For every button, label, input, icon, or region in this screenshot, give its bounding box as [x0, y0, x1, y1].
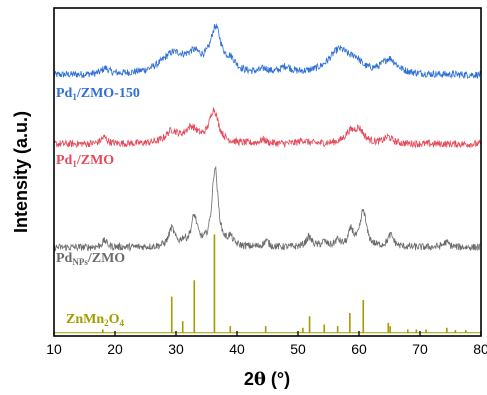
series-label: Pd1/ZMO [56, 153, 114, 169]
y-axis-title: Intensity (a.u.) [11, 111, 31, 233]
series-label: Pd1/ZMO-150 [56, 86, 140, 102]
x-axis-ticks: 10 20 30 40 50 60 70 80 [46, 331, 487, 357]
x-tick-label: 20 [107, 341, 123, 357]
series-layer [53, 23, 482, 334]
x-tick-label: 70 [412, 341, 428, 357]
plot-frame [53, 7, 482, 337]
x-axis-title: 2θ (°) [244, 369, 290, 390]
x-tick-label: 80 [473, 341, 487, 357]
x-tick-label: 60 [351, 341, 367, 357]
series-labels: Pd1/ZMO-150 Pd1/ZMO PdNPs/ZMO ZnMn2O4 [56, 86, 140, 328]
series-label: ZnMn2O4 [66, 312, 125, 328]
x-tick-label: 30 [168, 341, 184, 357]
x-tick-label: 10 [46, 341, 62, 357]
series-line [53, 165, 482, 253]
series-line [53, 23, 482, 80]
series-line [53, 107, 482, 149]
series-label: PdNPs/ZMO [56, 251, 125, 267]
x-tick-label: 40 [229, 341, 245, 357]
x-tick-label: 50 [290, 341, 306, 357]
